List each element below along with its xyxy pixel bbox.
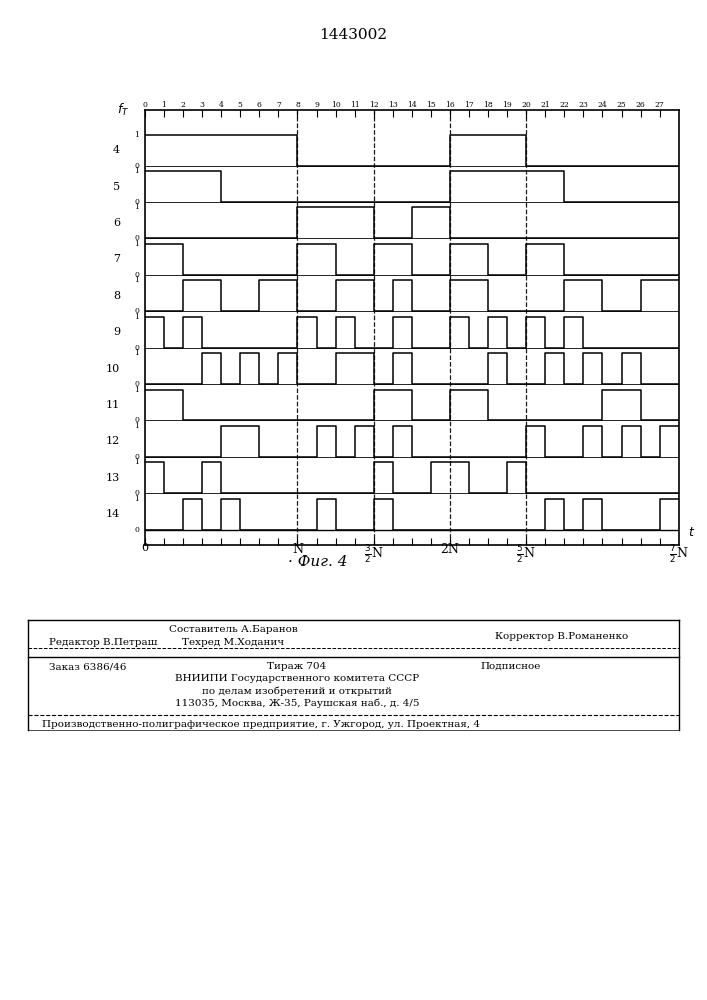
Text: Составитель А.Баранов: Составитель А.Баранов xyxy=(169,625,298,634)
Text: 10: 10 xyxy=(106,364,120,374)
Text: $f_T$: $f_T$ xyxy=(117,102,129,118)
Text: 0: 0 xyxy=(134,162,139,170)
Text: 0: 0 xyxy=(134,271,139,279)
Text: 0: 0 xyxy=(134,526,139,534)
Text: 13: 13 xyxy=(106,473,120,483)
Text: 1: 1 xyxy=(134,131,139,139)
Text: Производственно-полиграфическое предприятие, г. Ужгород, ул. Проектная, 4: Производственно-полиграфическое предприя… xyxy=(42,720,481,729)
Text: 4: 4 xyxy=(113,145,120,155)
Text: 1: 1 xyxy=(134,167,139,175)
Text: 0: 0 xyxy=(134,380,139,388)
Text: 0: 0 xyxy=(134,234,139,242)
Text: 11: 11 xyxy=(106,400,120,410)
Text: 1: 1 xyxy=(134,386,139,394)
Text: 0: 0 xyxy=(134,453,139,461)
Text: 0: 0 xyxy=(141,543,148,553)
Text: $\frac{5}{2}$N: $\frac{5}{2}$N xyxy=(516,543,536,565)
Text: 1: 1 xyxy=(134,313,139,321)
Text: ВНИИПИ Государственного комитета СССР: ВНИИПИ Государственного комитета СССР xyxy=(175,674,419,683)
Text: $\frac{3}{2}$N: $\frac{3}{2}$N xyxy=(364,543,383,565)
Text: Тираж 704: Тираж 704 xyxy=(267,662,327,671)
Text: 12: 12 xyxy=(106,436,120,446)
Text: 0: 0 xyxy=(134,198,139,206)
Text: 5: 5 xyxy=(113,182,120,192)
Text: Корректор В.Романенко: Корректор В.Романенко xyxy=(495,632,628,641)
Text: 9: 9 xyxy=(113,327,120,337)
Text: 1: 1 xyxy=(134,203,139,211)
Text: 1: 1 xyxy=(134,458,139,466)
Text: 0: 0 xyxy=(134,344,139,352)
Text: 0: 0 xyxy=(134,307,139,315)
Text: 0: 0 xyxy=(134,489,139,497)
Text: 7: 7 xyxy=(113,254,120,264)
Text: Техред М.Ходанич: Техред М.Ходанич xyxy=(182,638,284,647)
Text: N: N xyxy=(292,543,303,556)
Text: 1443002: 1443002 xyxy=(320,28,387,42)
Text: 8: 8 xyxy=(113,291,120,301)
Text: 1: 1 xyxy=(134,276,139,284)
Text: 1: 1 xyxy=(134,240,139,248)
Text: Подписное: Подписное xyxy=(481,662,541,671)
Text: 113035, Москва, Ж-35, Раушская наб., д. 4/5: 113035, Москва, Ж-35, Раушская наб., д. … xyxy=(175,698,419,708)
Text: $\frac{7}{2}$N: $\frac{7}{2}$N xyxy=(669,543,689,565)
Text: 1: 1 xyxy=(134,349,139,357)
Text: 1: 1 xyxy=(134,422,139,430)
Text: 14: 14 xyxy=(106,509,120,519)
Text: 1: 1 xyxy=(134,495,139,503)
Text: $t$: $t$ xyxy=(688,526,696,539)
Text: по делам изобретений и открытий: по делам изобретений и открытий xyxy=(202,686,392,696)
Text: Заказ 6386/46: Заказ 6386/46 xyxy=(49,662,127,671)
Text: Редактор В.Петраш: Редактор В.Петраш xyxy=(49,638,158,647)
Text: · Фиг. 4: · Фиг. 4 xyxy=(288,555,348,569)
Text: 0: 0 xyxy=(134,416,139,424)
Text: 6: 6 xyxy=(113,218,120,228)
Text: 2N: 2N xyxy=(440,543,460,556)
